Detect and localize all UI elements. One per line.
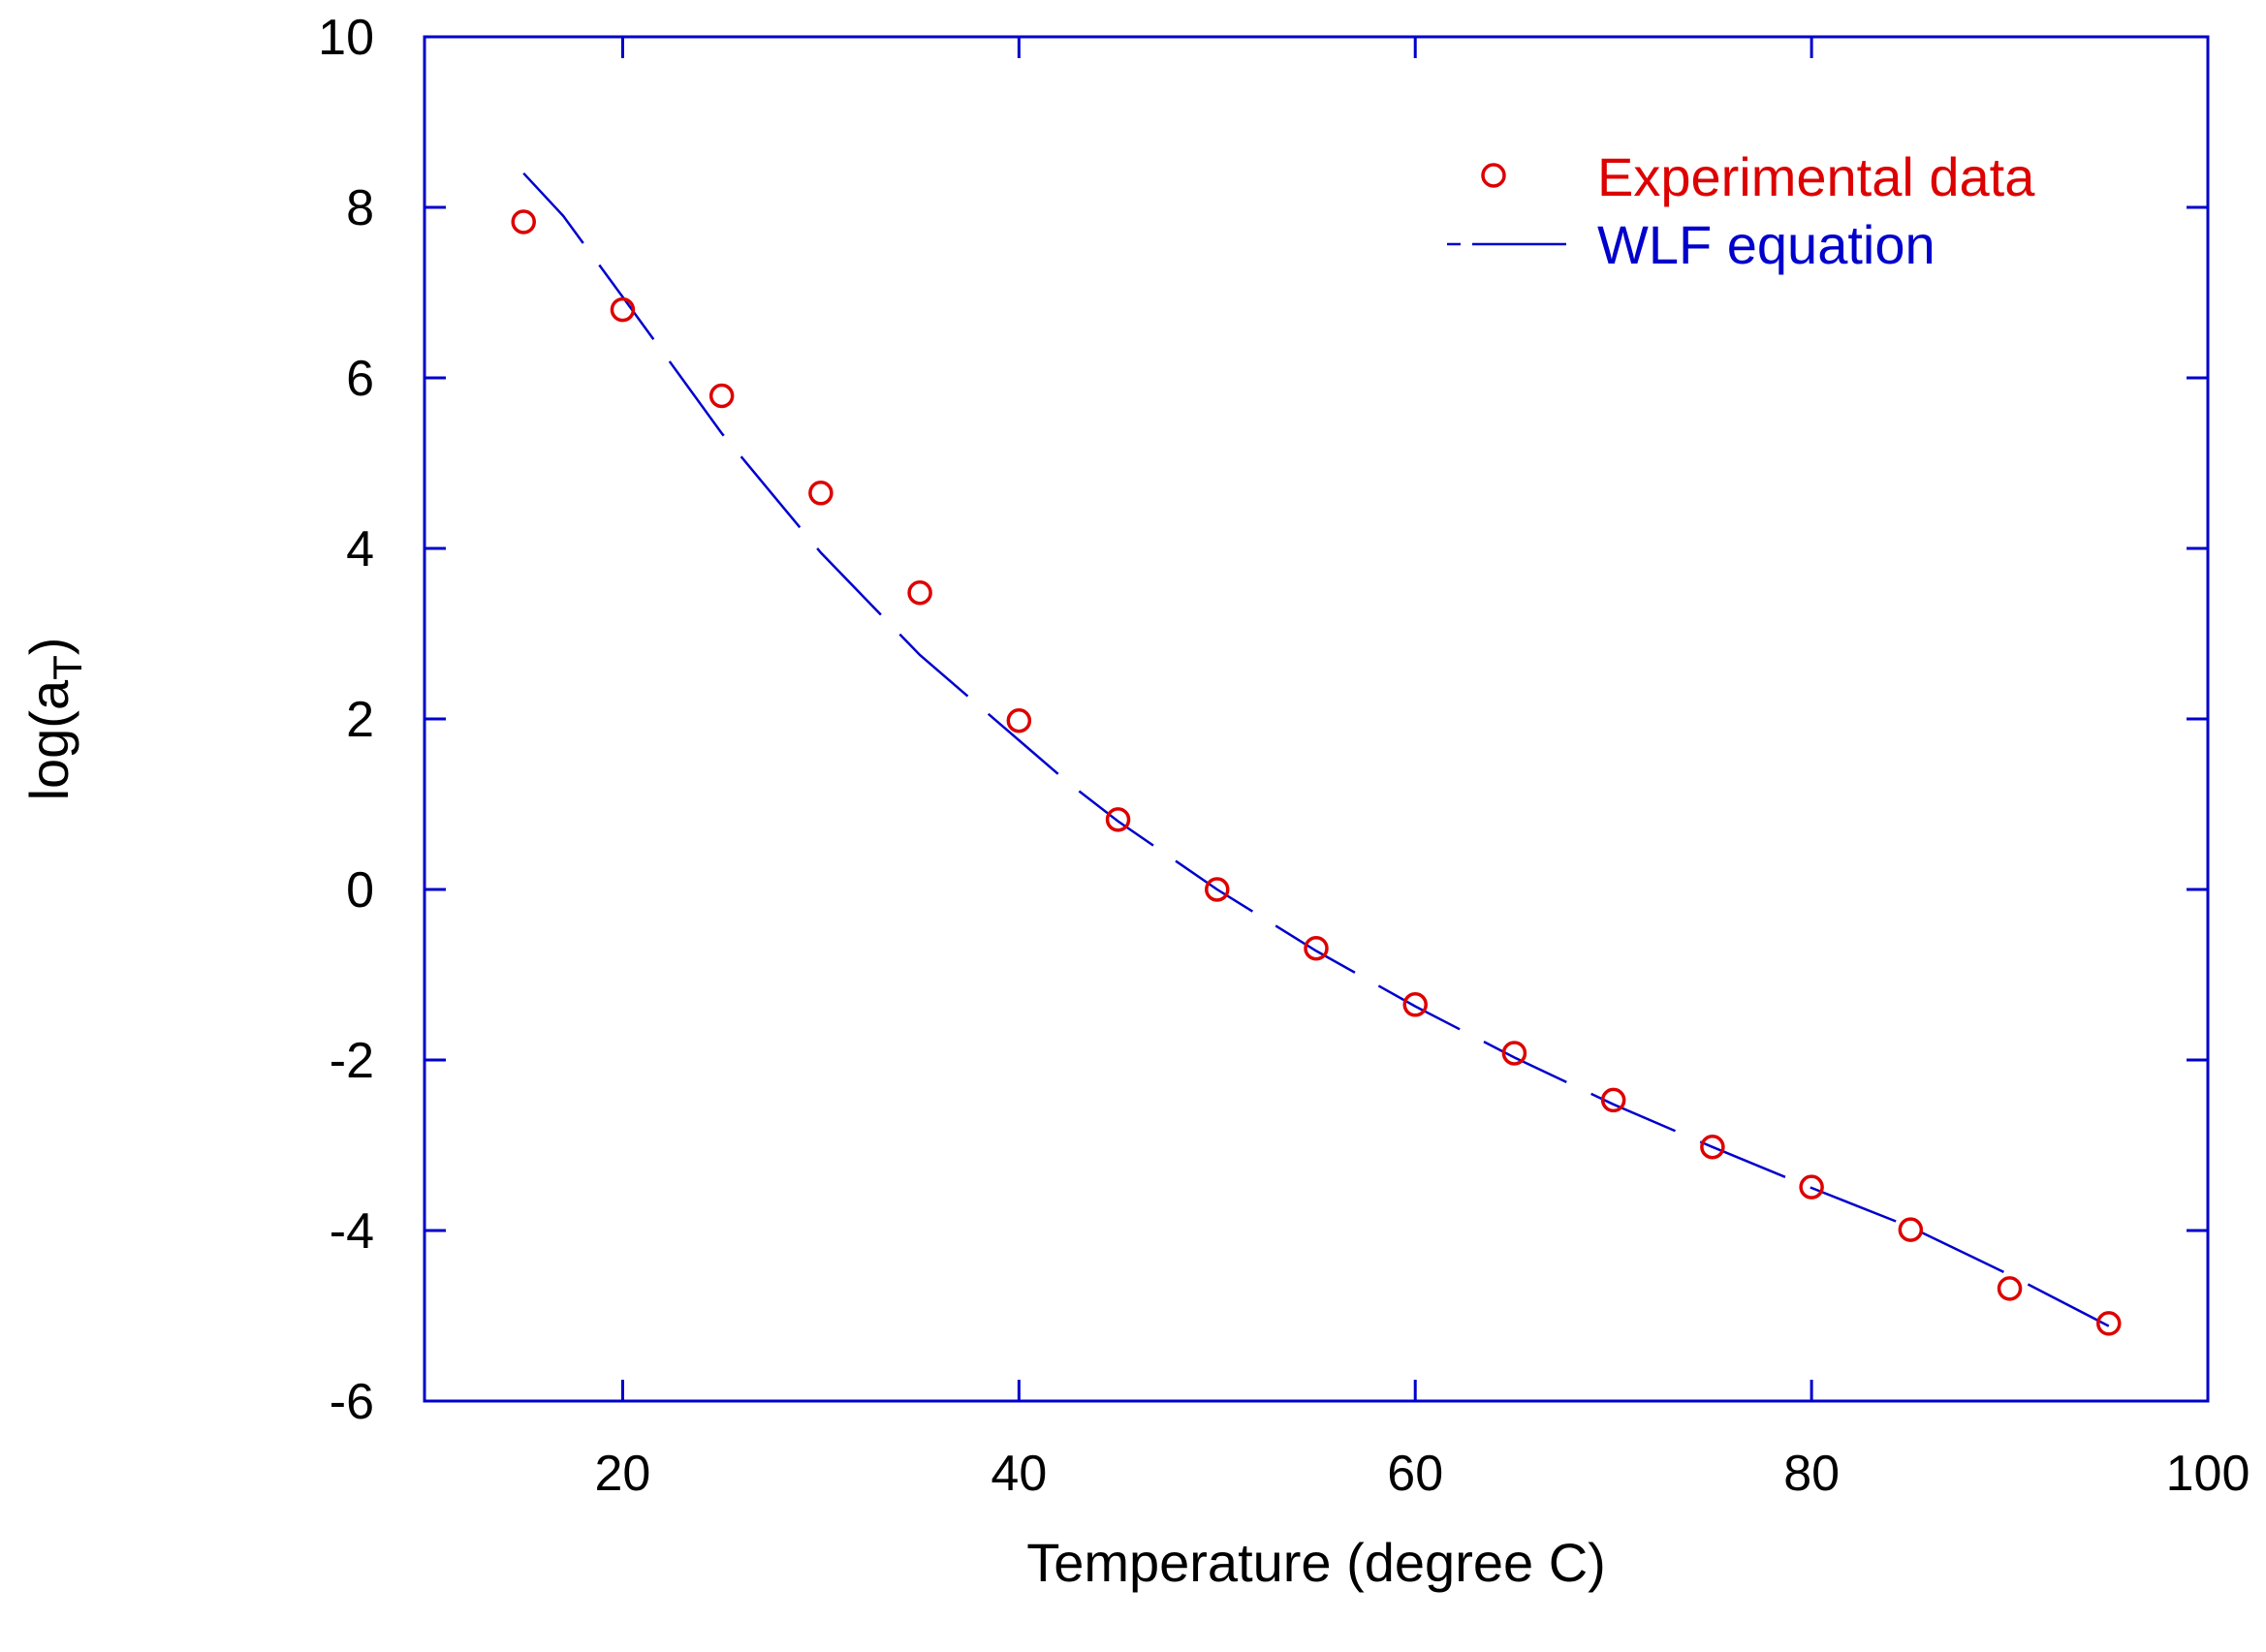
y-tick-label: 6: [346, 351, 374, 407]
y-axis-title-close: ): [18, 638, 79, 656]
plot-frame: [423, 35, 2210, 1403]
experimental-data-point: [1006, 708, 1032, 733]
y-tick-label: -6: [330, 1374, 374, 1430]
y-axis-title-subscript: T: [45, 655, 90, 680]
legend-marker-experimental: [1481, 163, 1506, 188]
experimental-data-point: [1402, 992, 1428, 1017]
ticks-layer: 20 40 60 80 100 -6 -4 -2 0 2 4 6 8 10: [318, 10, 2250, 1502]
experimental-data-point: [1700, 1135, 1725, 1160]
legend: Experimental data WLF equation: [1447, 146, 2035, 275]
y-tick-label: 0: [346, 862, 374, 919]
experimental-data-point: [708, 383, 735, 409]
experimental-data-point: [1997, 1276, 2023, 1301]
experimental-data-point: [1205, 877, 1230, 902]
y-tick-label: 10: [318, 10, 374, 66]
experimental-data-point: [808, 481, 834, 506]
experimental-data-point: [1898, 1217, 1924, 1242]
experimental-data-point: [1501, 1041, 1527, 1066]
experimental-data-point: [1304, 935, 1329, 961]
experimental-data-point: [1105, 807, 1131, 832]
experimental-data-point: [907, 580, 932, 606]
y-tick-label: 2: [346, 692, 374, 748]
x-tick-label: 20: [595, 1446, 651, 1502]
experimental-data-point: [1600, 1087, 1626, 1113]
x-tick-label: 80: [1783, 1446, 1840, 1502]
y-tick-label: 8: [346, 180, 374, 236]
y-axis-title-main: log(a: [18, 679, 79, 800]
experimental-data-point: [1799, 1174, 1824, 1200]
x-tick-label: 40: [991, 1446, 1047, 1502]
experimental-data-point: [610, 296, 636, 323]
wlf-equation-line: [522, 171, 2110, 1327]
x-tick-label: 100: [2166, 1446, 2250, 1502]
legend-label-experimental: Experimental data: [1597, 146, 2035, 207]
legend-label-wlf: WLF equation: [1597, 214, 1936, 275]
series-layer: [511, 171, 2122, 1336]
x-axis-title: Temperature (degree C): [1026, 1532, 1606, 1593]
y-tick-label: -2: [330, 1033, 374, 1089]
experimental-data-point: [511, 209, 536, 234]
x-tick-label: 60: [1387, 1446, 1443, 1502]
y-tick-label: -4: [330, 1203, 374, 1260]
y-tick-label: 4: [346, 521, 374, 577]
y-axis-title: log(aT): [18, 638, 90, 801]
experimental-data-point: [2096, 1311, 2122, 1336]
